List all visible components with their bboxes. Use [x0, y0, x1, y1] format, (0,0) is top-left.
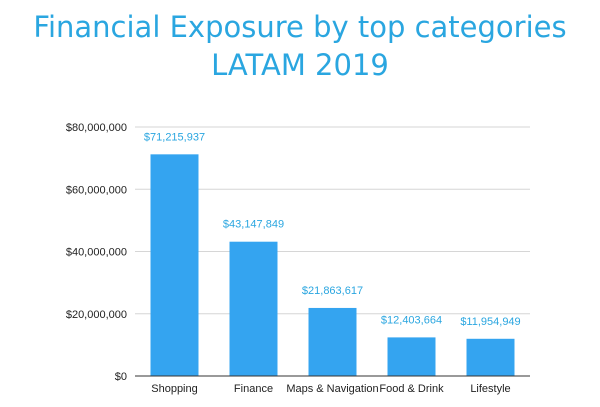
data-labels: $71,215,937 $43,147,849 $21,863,617 $12,403… [144, 131, 521, 327]
y-tick-label: $20,000,000 [66, 309, 127, 321]
bar [308, 307, 357, 376]
x-axis-tick-labels: Shopping Finance Maps & Navigation Food & D… [151, 383, 510, 395]
x-tick-label: Food & Drink [379, 383, 444, 395]
data-label: $43,147,849 [223, 219, 284, 231]
bar [387, 337, 436, 376]
y-tick-label: $0 [115, 371, 127, 383]
y-axis-tick-labels: $0 $20,000,000 $40,000,000 $60,000,000 $80,0… [66, 122, 127, 383]
x-tick-label: Maps & Navigation [286, 383, 378, 395]
data-label: $71,215,937 [144, 131, 205, 143]
data-label: $21,863,617 [302, 285, 363, 297]
data-label: $11,954,949 [460, 316, 520, 328]
x-tick-label: Shopping [151, 383, 198, 395]
y-tick-label: $40,000,000 [66, 247, 127, 259]
chart-subtitle: LATAM 2019 [211, 48, 389, 82]
y-tick-label: $80,000,000 [66, 122, 127, 134]
bar [466, 338, 515, 376]
bar [150, 154, 199, 376]
x-tick-label: Finance [234, 383, 273, 395]
y-tick-label: $60,000,000 [66, 184, 127, 196]
bar [229, 241, 278, 376]
x-tick-label: Lifestyle [470, 383, 510, 395]
bars [150, 154, 515, 376]
chart-title-block: Financial Exposure by top categories LAT… [0, 8, 600, 84]
data-label: $12,403,664 [381, 314, 442, 326]
chart-title: Financial Exposure by top categories [33, 10, 567, 44]
